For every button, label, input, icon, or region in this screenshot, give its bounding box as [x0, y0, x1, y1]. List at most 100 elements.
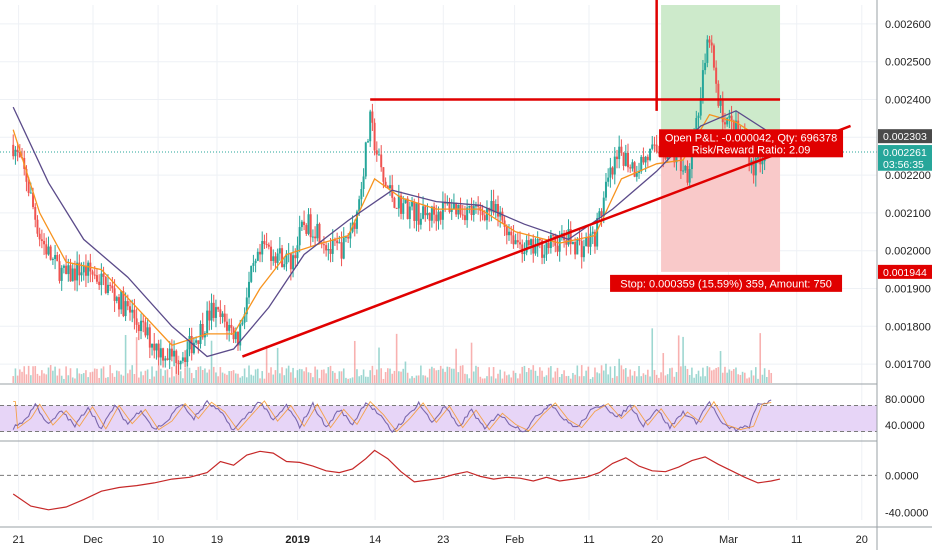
candle-body — [327, 249, 330, 251]
candle-body — [415, 203, 418, 221]
candle-body — [153, 343, 156, 351]
candle-body — [175, 350, 178, 364]
volume-bar — [164, 370, 167, 383]
candle-body — [340, 242, 343, 259]
volume-bar — [60, 375, 63, 383]
volume-bar — [323, 369, 325, 383]
candle-body — [757, 157, 760, 159]
volume-bar — [296, 370, 299, 383]
volume-bar — [287, 365, 290, 383]
volume-bar — [686, 368, 689, 383]
volume-bar — [481, 378, 484, 383]
volume-bar — [662, 353, 665, 383]
time-tick-label: 10 — [152, 534, 164, 546]
volume-bar — [636, 376, 638, 383]
candle-body — [516, 240, 519, 243]
candle-body — [622, 152, 625, 166]
rsi-tick-label: 80.0000 — [885, 394, 925, 406]
volume-bar — [587, 366, 590, 383]
volume-bar — [426, 377, 429, 383]
volume-bar — [239, 377, 241, 383]
candle-body — [699, 98, 702, 116]
volume-bar — [611, 377, 614, 383]
candle-body — [113, 288, 116, 301]
open-pnl-text: Open P&L: -0.000042, Qty: 696378 — [665, 132, 837, 144]
volume-bar — [133, 373, 136, 383]
volume-bar — [768, 369, 770, 383]
trendline-drawings[interactable] — [241, 0, 852, 358]
volume-bar — [144, 370, 147, 383]
candle-body — [525, 240, 528, 253]
volume-bar — [54, 366, 56, 383]
candle-body — [45, 244, 48, 255]
volume-bar — [649, 376, 651, 383]
volume-bar — [724, 366, 726, 383]
price-tick-label: 0.001900 — [885, 284, 931, 296]
candle-body — [638, 171, 641, 173]
candle-body — [333, 239, 336, 241]
candle-body — [58, 261, 61, 281]
volume-bar — [475, 365, 477, 383]
volume-bar — [371, 365, 374, 383]
candle-body — [349, 231, 352, 239]
volume-bar — [265, 345, 268, 383]
volume-bar — [492, 367, 495, 383]
volume-bar — [704, 376, 706, 383]
candle-body — [600, 211, 603, 216]
volume-bar — [327, 367, 330, 383]
open-pnl-label-box — [659, 129, 844, 158]
volume-bar — [594, 367, 596, 383]
volume-bar — [138, 377, 140, 383]
candle-body — [109, 284, 112, 286]
candle-body — [620, 146, 623, 153]
volume-bar — [276, 347, 279, 383]
volume-bar — [715, 367, 717, 383]
candle-body — [69, 265, 72, 282]
candlesticks[interactable] — [12, 35, 773, 375]
volume-bar — [98, 377, 100, 383]
volume-bar — [431, 366, 433, 383]
candle-body — [640, 156, 643, 172]
candle-body — [117, 297, 120, 310]
volume-bar — [404, 361, 407, 383]
time-tick-label: 14 — [369, 534, 381, 546]
candle-body — [613, 156, 616, 175]
price-badge — [878, 156, 932, 171]
candle-body — [477, 205, 480, 207]
candle-body — [433, 206, 436, 215]
candle-body — [664, 156, 667, 159]
volume-bar — [695, 374, 698, 383]
candle-body — [56, 254, 59, 262]
volume-bar — [334, 372, 336, 383]
volume-bar — [602, 370, 605, 383]
volume-bar — [598, 373, 601, 383]
candle-body — [80, 272, 83, 276]
candle-body — [111, 285, 114, 289]
volume-bar — [115, 370, 118, 383]
candle-body — [322, 244, 325, 246]
volume-bar — [541, 370, 543, 383]
volume-bar — [411, 376, 413, 383]
volume-bar — [190, 372, 193, 383]
volume-bar — [129, 369, 131, 383]
volume-bar — [358, 376, 360, 383]
price-tick-label: 0.002100 — [885, 208, 931, 220]
candle-body — [541, 240, 544, 258]
candle-body — [576, 239, 579, 255]
candle-body — [296, 245, 299, 259]
candle-body — [239, 324, 242, 346]
candle-body — [563, 233, 566, 241]
candle-body — [483, 215, 486, 221]
candle-body — [236, 331, 239, 346]
volume-bar — [508, 374, 510, 383]
volume-bar — [406, 372, 409, 383]
candle-body — [730, 115, 733, 121]
candle-body — [728, 115, 731, 119]
volume-bar — [424, 375, 427, 383]
candle-body — [131, 309, 134, 313]
volume-bar — [558, 377, 561, 383]
volume-bar — [259, 378, 261, 383]
candle-body — [530, 239, 533, 246]
volume-bar — [195, 370, 197, 383]
